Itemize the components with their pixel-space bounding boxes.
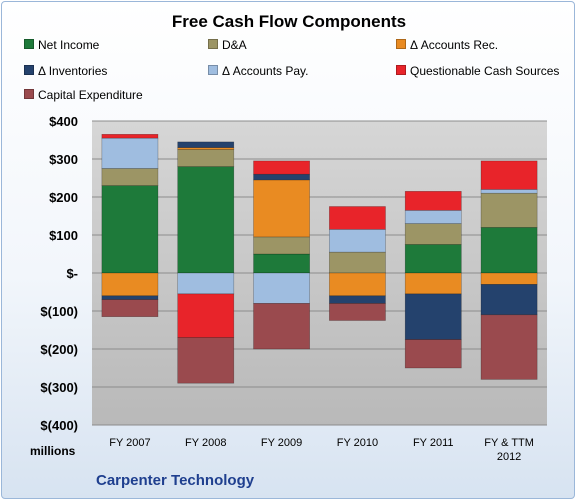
legend-label: Capital Expenditure bbox=[38, 88, 143, 102]
legend-swatch bbox=[208, 65, 218, 75]
bar-segment bbox=[253, 173, 310, 181]
bar-segment bbox=[253, 179, 310, 238]
legend-item: Δ Accounts Pay. bbox=[208, 64, 309, 78]
bar-segment bbox=[329, 295, 386, 304]
bar-segment bbox=[480, 314, 538, 380]
y-tick-label: $300 bbox=[49, 152, 78, 167]
bar-segment bbox=[177, 149, 235, 167]
bar-segment bbox=[253, 272, 310, 304]
bar-segment bbox=[329, 251, 386, 274]
legend-swatch bbox=[208, 39, 218, 49]
legend-item: Capital Expenditure bbox=[24, 88, 143, 102]
legend-swatch bbox=[24, 65, 34, 75]
legend-label: D&A bbox=[222, 38, 247, 52]
bar-segment bbox=[404, 191, 462, 211]
x-tick-label: FY & TTM 2012 bbox=[484, 437, 534, 463]
y-tick-label: $(100) bbox=[40, 304, 78, 319]
bar-segment bbox=[177, 141, 235, 148]
x-tick-label: FY 2007 bbox=[109, 437, 150, 449]
y-tick-label: $200 bbox=[49, 190, 78, 205]
bar-segment bbox=[101, 185, 159, 274]
legend-item: Δ Inventories bbox=[24, 64, 107, 78]
x-tick-label: FY 2011 bbox=[413, 437, 454, 449]
company-label: Carpenter Technology bbox=[96, 472, 255, 489]
legend-label: Questionable Cash Sources bbox=[410, 64, 560, 78]
legend-item: Net Income bbox=[24, 38, 99, 52]
legend-swatch bbox=[396, 39, 406, 49]
bar-segment bbox=[101, 134, 159, 139]
legend-label: Δ Accounts Pay. bbox=[222, 64, 309, 78]
y-tick-label: $- bbox=[66, 266, 78, 281]
y-tick-label: $(200) bbox=[40, 342, 78, 357]
bar-segment bbox=[480, 192, 538, 228]
bar-segment bbox=[101, 272, 159, 297]
legend-swatch bbox=[396, 65, 406, 75]
legend-swatch bbox=[24, 39, 34, 49]
bar-segment bbox=[177, 293, 235, 338]
y-tick-label: $(400) bbox=[40, 418, 78, 433]
legend-swatch bbox=[24, 89, 34, 99]
bar-segment bbox=[404, 223, 462, 245]
bar-segment bbox=[404, 339, 462, 369]
bar-segment bbox=[480, 189, 538, 194]
bar-segment bbox=[480, 160, 538, 190]
bar-segment bbox=[253, 303, 310, 350]
bar-segment bbox=[329, 303, 386, 321]
bar-segment bbox=[480, 227, 538, 274]
bar-segment bbox=[101, 295, 159, 300]
legend-item: D&A bbox=[208, 38, 247, 52]
bar-segment bbox=[177, 147, 235, 150]
bar-segment bbox=[177, 272, 235, 295]
bar-segment bbox=[253, 236, 310, 255]
legend-label: Δ Inventories bbox=[38, 64, 108, 78]
units-label: millions bbox=[30, 444, 76, 458]
bar-segment bbox=[329, 206, 386, 230]
bar-segment bbox=[404, 244, 462, 274]
bar-segment bbox=[404, 293, 462, 340]
legend-label: Δ Accounts Rec. bbox=[410, 38, 499, 52]
bar-segment bbox=[329, 229, 386, 253]
bar-segment bbox=[253, 253, 310, 274]
x-tick-label: FY 2009 bbox=[261, 437, 302, 449]
y-tick-label: $400 bbox=[49, 114, 78, 129]
bar-segment bbox=[404, 210, 462, 224]
bar-segment bbox=[253, 160, 310, 175]
chart-title: Free Cash Flow Components bbox=[171, 12, 407, 31]
legend-label: Net Income bbox=[38, 38, 100, 52]
bar-segment bbox=[404, 272, 462, 295]
legend-item: Δ Accounts Rec. bbox=[396, 38, 498, 52]
bar-segment bbox=[480, 272, 538, 285]
bar-segment bbox=[177, 166, 235, 274]
bar-segment bbox=[480, 284, 538, 316]
bar-segment bbox=[101, 168, 159, 186]
bar-segment bbox=[101, 299, 159, 318]
bar-segment bbox=[329, 272, 386, 297]
y-tick-label: $100 bbox=[49, 228, 78, 243]
bar-segment bbox=[101, 137, 159, 169]
legend-item: Questionable Cash Sources bbox=[396, 64, 559, 78]
x-tick-label: FY 2010 bbox=[337, 437, 378, 449]
bar-segment bbox=[177, 337, 235, 384]
y-tick-label: $(300) bbox=[40, 380, 78, 395]
x-tick-label: FY 2008 bbox=[185, 437, 226, 449]
